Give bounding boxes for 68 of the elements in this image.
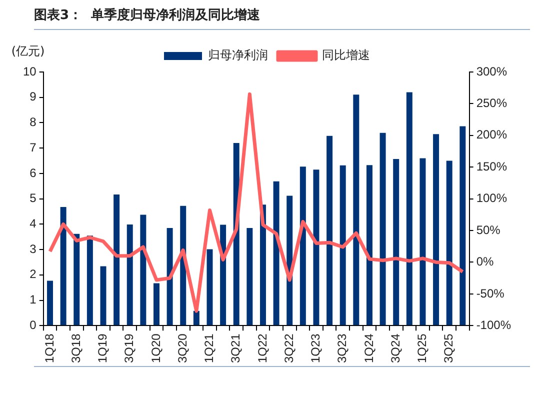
bar — [126, 224, 133, 326]
bar — [300, 166, 306, 326]
bar — [193, 310, 200, 326]
x-tick-label: 3Q18 — [68, 333, 83, 364]
y-tick-label: 4 — [30, 216, 37, 230]
bar — [47, 280, 53, 326]
bar — [100, 266, 106, 326]
x-tick-label: 1Q20 — [148, 333, 163, 364]
y2-tick-label: 150% — [476, 159, 508, 174]
bar — [393, 159, 400, 326]
y-tick-label: 1 — [30, 292, 37, 307]
bar — [420, 158, 426, 326]
bar — [140, 214, 146, 326]
y2-tick-label: 0% — [476, 254, 494, 269]
y-tick-label: 5 — [30, 191, 37, 206]
x-tick-label: 3Q25 — [442, 333, 456, 364]
bar — [166, 228, 173, 326]
bar — [154, 283, 160, 326]
x-tick-label: 1Q18 — [42, 333, 56, 364]
y-tick-label: 7 — [30, 140, 37, 154]
x-tick-label: 1Q21 — [202, 333, 216, 364]
bar — [206, 249, 213, 326]
bar — [246, 228, 253, 326]
y-tick-label: 2 — [30, 267, 37, 282]
legend-label: 归母净利润 — [208, 48, 268, 62]
y2-tick-label: 250% — [476, 96, 508, 110]
x-tick-label: 3Q23 — [335, 333, 350, 364]
bar — [433, 134, 440, 326]
bar — [446, 160, 452, 326]
y-tick-label: 0 — [30, 318, 37, 332]
bar — [353, 94, 360, 326]
y2-tick-label: 200% — [476, 128, 508, 142]
bar — [326, 136, 333, 326]
y-tick-label: 8 — [30, 115, 37, 130]
x-tick-label: 3Q21 — [228, 333, 243, 364]
bar — [273, 181, 280, 326]
y-tick-label: 3 — [30, 242, 37, 256]
x-tick-label: 3Q22 — [282, 333, 296, 364]
bar — [380, 132, 386, 326]
y-tick-label: 6 — [30, 166, 37, 180]
y-tick-label: 9 — [30, 90, 37, 104]
x-tick-label: 3Q19 — [122, 333, 136, 364]
x-tick-label: 3Q24 — [388, 333, 402, 364]
bar — [180, 206, 186, 326]
bar — [60, 206, 66, 326]
y-axis-title: (亿元) — [11, 44, 45, 58]
bar — [460, 126, 466, 326]
x-tick-label: 1Q25 — [415, 333, 430, 364]
x-tick-label: 3Q20 — [175, 333, 190, 364]
x-tick-label: 1Q22 — [255, 333, 270, 364]
y-tick-label: 10 — [22, 64, 37, 78]
y2-tick-label: 300% — [476, 64, 508, 78]
legend-label: 同比增速 — [322, 48, 370, 62]
chart-title: 图表3： 单季度归母净利润及同比增速 — [34, 6, 530, 30]
bar — [313, 170, 320, 326]
bar — [406, 92, 412, 326]
y2-tick-label: -50% — [476, 286, 505, 300]
y2-tick-label: 50% — [476, 222, 501, 237]
x-tick-label: 1Q19 — [96, 333, 110, 364]
y2-tick-label: 100% — [476, 191, 508, 206]
bar — [340, 165, 346, 326]
bar — [86, 236, 93, 326]
x-tick-label: 1Q23 — [308, 333, 323, 364]
x-tick-label: 1Q24 — [362, 333, 376, 364]
y2-tick-label: -100% — [476, 318, 512, 332]
bar — [366, 165, 372, 326]
bar — [74, 234, 80, 326]
bar — [114, 194, 120, 326]
